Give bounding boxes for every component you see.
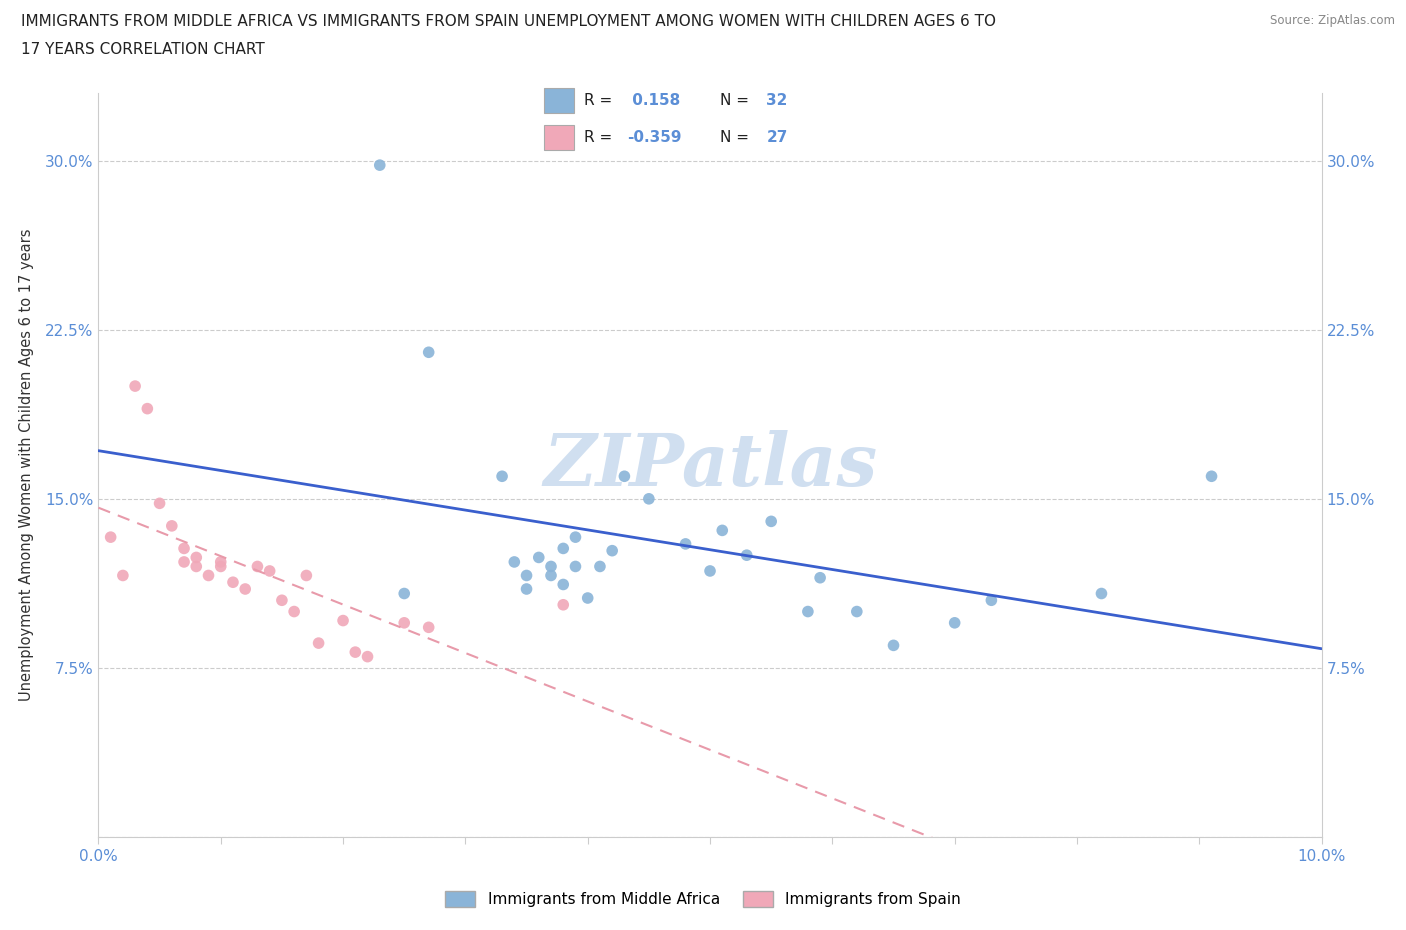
Point — [808, 570, 831, 585]
Point — [553, 577, 575, 591]
Point — [197, 568, 219, 583]
Point — [589, 559, 612, 574]
FancyBboxPatch shape — [544, 125, 575, 151]
Point — [173, 541, 195, 556]
Point — [259, 564, 281, 578]
Point — [516, 581, 538, 596]
Text: ZIPatlas: ZIPatlas — [543, 430, 877, 500]
Point — [233, 581, 256, 596]
Point — [637, 491, 661, 506]
Point — [368, 158, 391, 173]
Legend: Immigrants from Middle Africa, Immigrants from Spain: Immigrants from Middle Africa, Immigrant… — [439, 884, 967, 913]
Point — [1201, 469, 1223, 484]
Text: IMMIGRANTS FROM MIDDLE AFRICA VS IMMIGRANTS FROM SPAIN UNEMPLOYMENT AMONG WOMEN : IMMIGRANTS FROM MIDDLE AFRICA VS IMMIGRA… — [21, 14, 995, 29]
Point — [540, 568, 562, 583]
Point — [418, 620, 440, 635]
Point — [308, 636, 330, 651]
Point — [943, 616, 966, 631]
Text: N =: N = — [720, 130, 754, 145]
Point — [797, 604, 820, 619]
Y-axis label: Unemployment Among Women with Children Ages 6 to 17 years: Unemployment Among Women with Children A… — [18, 229, 34, 701]
Point — [222, 575, 245, 590]
Point — [392, 586, 416, 601]
Text: Source: ZipAtlas.com: Source: ZipAtlas.com — [1270, 14, 1395, 27]
Point — [100, 530, 122, 545]
Text: N =: N = — [720, 93, 754, 108]
Text: 0.158: 0.158 — [627, 93, 681, 108]
Text: R =: R = — [583, 93, 617, 108]
Point — [516, 568, 538, 583]
Point — [136, 401, 159, 416]
Point — [209, 554, 232, 569]
Point — [111, 568, 134, 583]
Point — [576, 591, 599, 605]
Text: -0.359: -0.359 — [627, 130, 682, 145]
Point — [418, 345, 440, 360]
Point — [883, 638, 905, 653]
Point — [332, 613, 354, 628]
Point — [209, 559, 232, 574]
Point — [295, 568, 318, 583]
Point — [845, 604, 868, 619]
Point — [675, 537, 697, 551]
Text: R =: R = — [583, 130, 617, 145]
Point — [600, 543, 623, 558]
Point — [491, 469, 513, 484]
Point — [283, 604, 305, 619]
Point — [759, 514, 782, 529]
Point — [344, 644, 367, 659]
Point — [553, 597, 575, 612]
Point — [503, 554, 526, 569]
Text: 17 YEARS CORRELATION CHART: 17 YEARS CORRELATION CHART — [21, 42, 264, 57]
Point — [124, 379, 146, 393]
Point — [173, 554, 195, 569]
Point — [1090, 586, 1112, 601]
Point — [149, 496, 172, 511]
Point — [699, 564, 721, 578]
Text: 32: 32 — [766, 93, 787, 108]
Point — [735, 548, 758, 563]
Point — [553, 541, 575, 556]
FancyBboxPatch shape — [544, 87, 575, 113]
Point — [392, 616, 416, 631]
Point — [564, 530, 586, 545]
Point — [613, 469, 636, 484]
Point — [711, 523, 734, 538]
Point — [186, 550, 208, 565]
Point — [540, 559, 562, 574]
Point — [980, 592, 1002, 607]
Point — [270, 592, 292, 607]
Point — [246, 559, 269, 574]
Text: 27: 27 — [766, 130, 787, 145]
Point — [186, 559, 208, 574]
Point — [356, 649, 378, 664]
Point — [160, 518, 183, 533]
Point — [527, 550, 550, 565]
Point — [564, 559, 586, 574]
